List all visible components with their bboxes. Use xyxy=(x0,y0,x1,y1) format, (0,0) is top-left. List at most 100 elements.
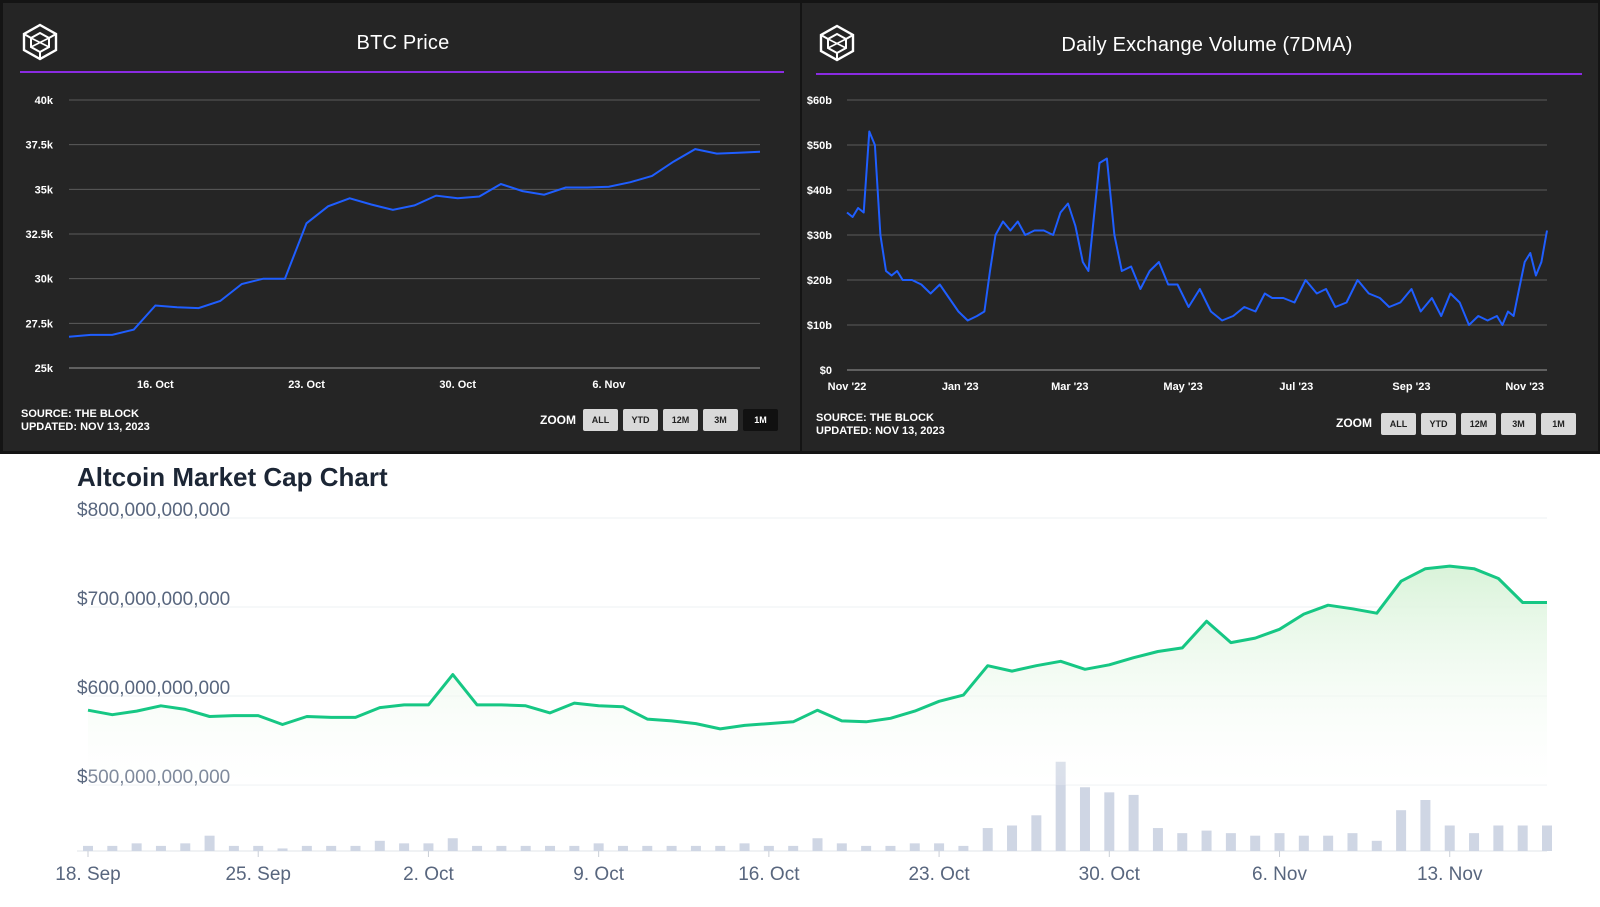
source-text: SOURCE: THE BLOCK UPDATED: NOV 13, 2023 xyxy=(21,408,150,434)
source-line: SOURCE: THE BLOCK xyxy=(21,408,139,420)
y-tick-label: $600,000,000,000 xyxy=(77,678,230,699)
x-tick-label: 30. Oct xyxy=(439,379,476,391)
the-block-cube-icon xyxy=(818,24,856,62)
y-tick-label: 30k xyxy=(35,274,54,286)
volume-bar xyxy=(1152,828,1163,851)
volume-bar xyxy=(423,843,434,851)
volume-bar xyxy=(253,845,264,851)
volume-bar xyxy=(1323,835,1334,851)
altcoin-market-cap-panel: Altcoin Market Cap Chart $500,000,000,00… xyxy=(0,454,1600,907)
zoom-1m-button[interactable]: 1M xyxy=(1541,413,1576,435)
y-tick-label: $20b xyxy=(807,275,832,287)
volume-bar xyxy=(958,845,969,851)
y-tick-label: $800,000,000,000 xyxy=(77,500,230,521)
source-line: SOURCE: THE BLOCK xyxy=(816,412,934,424)
zoom-label: ZOOM xyxy=(540,413,576,427)
volume-bar xyxy=(1469,833,1480,851)
x-tick-label: 25. Sep xyxy=(225,864,291,885)
volume-chart-title: Daily Exchange Volume (7DMA) xyxy=(1061,34,1353,56)
y-tick-label: 37.5k xyxy=(25,140,53,152)
y-tick-label: 32.5k xyxy=(25,229,53,241)
zoom-12m-button[interactable]: 12M xyxy=(663,409,698,431)
zoom-3m-button[interactable]: 3M xyxy=(1501,413,1536,435)
x-tick-label: Nov '23 xyxy=(1505,381,1544,393)
volume-bar xyxy=(1201,830,1212,851)
volume-bar xyxy=(472,845,483,851)
volume-bar xyxy=(788,845,799,851)
volume-bar xyxy=(228,845,239,851)
exchange-volume-chart: $0 $10b $20b $30b $40b $50b $60b Nov '22 Jan '23… xyxy=(807,95,1548,393)
y-tick-label: $40b xyxy=(807,185,832,197)
volume-bar xyxy=(1517,825,1528,851)
volume-bar xyxy=(107,845,118,851)
volume-bar xyxy=(1225,833,1236,851)
volume-bar xyxy=(715,845,726,851)
y-tick-label: 40k xyxy=(35,95,54,107)
x-tick-label: Mar '23 xyxy=(1051,381,1088,393)
btc-chart-title: BTC Price xyxy=(356,32,450,54)
y-tick-label: 25k xyxy=(35,363,54,375)
volume-bar xyxy=(593,843,604,851)
volume-bar xyxy=(934,843,945,851)
volume-bar xyxy=(496,845,507,851)
volume-bar xyxy=(1420,800,1431,851)
zoom-ytd-button[interactable]: YTD xyxy=(623,409,658,431)
x-tick-label: Jan '23 xyxy=(942,381,979,393)
x-tick-label: Sep '23 xyxy=(1392,381,1430,393)
volume-bar xyxy=(739,843,750,851)
volume-bar xyxy=(520,845,531,851)
y-tick-label: $50b xyxy=(807,140,832,152)
y-tick-label: $10b xyxy=(807,320,832,332)
x-tick-label: 23. Oct xyxy=(908,864,970,885)
volume-bar xyxy=(1347,833,1358,851)
volume-bar xyxy=(836,843,847,851)
x-tick-label: 2. Oct xyxy=(403,864,454,885)
x-tick-label: 30. Oct xyxy=(1079,864,1141,885)
volume-bar xyxy=(1396,810,1407,851)
title-divider xyxy=(816,73,1582,75)
zoom-all-button[interactable]: ALL xyxy=(583,409,618,431)
volume-bar xyxy=(666,845,677,851)
zoom-12m-button[interactable]: 12M xyxy=(1461,413,1496,435)
volume-bar xyxy=(277,848,288,851)
volume-bar xyxy=(180,843,191,851)
btc-price-line xyxy=(68,148,761,338)
x-tick-label: 13. Nov xyxy=(1417,864,1483,885)
volume-bar xyxy=(1444,825,1455,851)
volume-bar xyxy=(982,828,993,851)
volume-bar xyxy=(1079,787,1090,851)
volume-bar xyxy=(301,845,312,851)
volume-bar xyxy=(1371,840,1382,851)
volume-bar xyxy=(545,845,556,851)
volume-bar xyxy=(374,840,385,851)
exchange-volume-panel: Daily Exchange Volume (7DMA) $0 $10b $20b $… xyxy=(802,3,1598,451)
volume-bar xyxy=(1031,815,1042,851)
volume-bar xyxy=(617,845,628,851)
volume-bar xyxy=(1055,761,1066,851)
volume-bar xyxy=(1493,825,1504,851)
zoom-1m-button[interactable]: 1M xyxy=(743,409,778,431)
zoom-3m-button[interactable]: 3M xyxy=(703,409,738,431)
y-tick-label: $0 xyxy=(820,365,832,377)
market-cap-area xyxy=(88,566,1547,785)
volume-bar xyxy=(1542,825,1552,851)
y-tick-label: $700,000,000,000 xyxy=(77,589,230,610)
x-tick-label: 6. Nov xyxy=(1252,864,1307,885)
volume-bar xyxy=(909,843,920,851)
x-tick-label: 16. Oct xyxy=(738,864,800,885)
zoom-all-button[interactable]: ALL xyxy=(1381,413,1416,435)
volume-bar xyxy=(1298,835,1309,851)
volume-bar xyxy=(569,845,580,851)
x-tick-label: May '23 xyxy=(1163,381,1202,393)
y-tick-label: $30b xyxy=(807,230,832,242)
y-tick-label: 35k xyxy=(35,184,54,196)
volume-bar xyxy=(447,838,458,851)
x-tick-label: Jul '23 xyxy=(1279,381,1313,393)
zoom-ytd-button[interactable]: YTD xyxy=(1421,413,1456,435)
zoom-label: ZOOM xyxy=(1336,416,1372,430)
volume-bar xyxy=(1274,833,1285,851)
updated-line: UPDATED: NOV 13, 2023 xyxy=(816,425,945,437)
y-tick-label: 27.5k xyxy=(25,318,53,330)
volume-line xyxy=(846,130,1548,326)
volume-bar xyxy=(204,835,215,851)
